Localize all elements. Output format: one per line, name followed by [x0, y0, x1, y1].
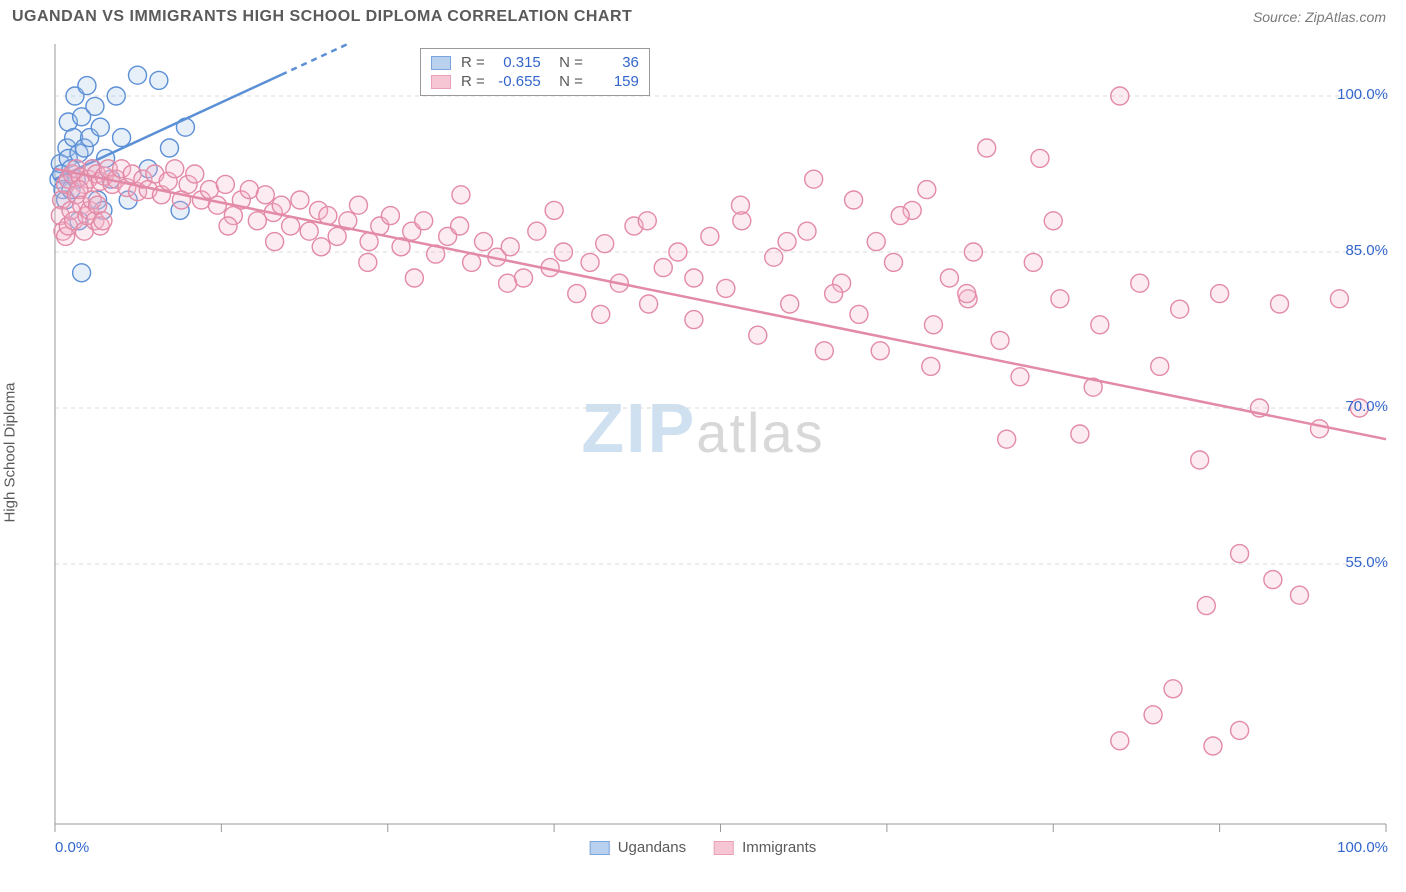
stat-n-value: 36 [593, 54, 639, 71]
x-axis-min-label: 0.0% [55, 839, 89, 856]
chart-header: UGANDAN VS IMMIGRANTS HIGH SCHOOL DIPLOM… [0, 0, 1406, 34]
stat-r-value: 0.315 [495, 54, 541, 71]
legend-item: Immigrants [714, 839, 816, 856]
stat-r-label: R = [461, 54, 485, 71]
stats-legend: R = 0.315 N = 36 R = -0.655 N = 159 [420, 48, 650, 96]
stat-n-label: N = [551, 73, 583, 90]
scatter-chart [0, 34, 1406, 854]
stats-legend-row: R = 0.315 N = 36 [431, 53, 639, 72]
stats-legend-row: R = -0.655 N = 159 [431, 72, 639, 91]
legend-swatch [431, 56, 451, 70]
y-gridline-label: 85.0% [1345, 242, 1388, 259]
legend-label: Immigrants [742, 839, 816, 856]
stat-r-value: -0.655 [495, 73, 541, 90]
stat-n-label: N = [551, 54, 583, 71]
stat-r-label: R = [461, 73, 485, 90]
legend-swatch [714, 841, 734, 855]
x-axis-max-label: 100.0% [1337, 839, 1388, 856]
series-legend: Ugandans Immigrants [590, 839, 817, 856]
stat-n-value: 159 [593, 73, 639, 90]
legend-item: Ugandans [590, 839, 686, 856]
legend-label: Ugandans [618, 839, 686, 856]
y-gridline-label: 70.0% [1345, 398, 1388, 415]
y-gridline-label: 55.0% [1345, 554, 1388, 571]
chart-title: UGANDAN VS IMMIGRANTS HIGH SCHOOL DIPLOM… [12, 8, 632, 26]
legend-swatch [431, 75, 451, 89]
legend-swatch [590, 841, 610, 855]
y-gridline-label: 100.0% [1337, 86, 1388, 103]
chart-area: High School Diploma ZIPatlas R =0.315 N … [0, 34, 1406, 854]
chart-source: Source: ZipAtlas.com [1253, 9, 1386, 25]
